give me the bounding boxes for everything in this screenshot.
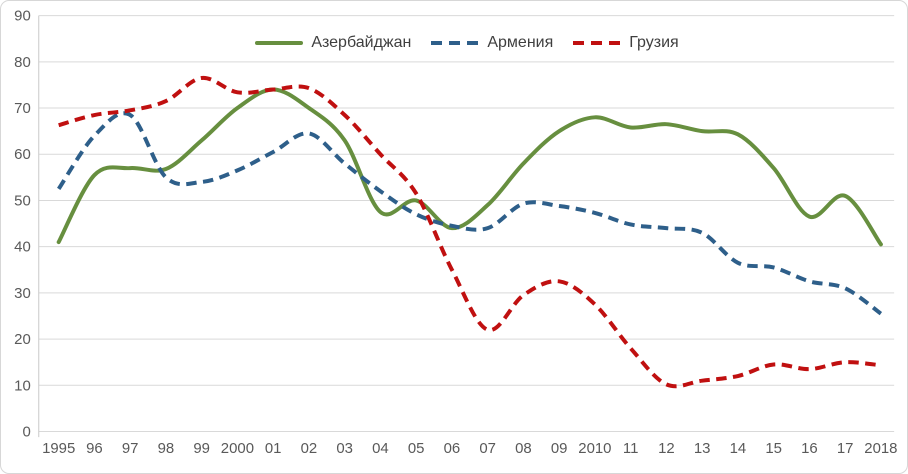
- y-axis-label: 10: [14, 377, 31, 394]
- y-axis-label: 60: [14, 146, 31, 163]
- x-axis-label: 04: [372, 440, 389, 457]
- x-axis-label: 15: [765, 440, 782, 457]
- x-axis-label: 96: [86, 440, 103, 457]
- y-axis-label: 80: [14, 54, 31, 71]
- series-line-georgia: [58, 75, 882, 389]
- x-axis-label: 09: [551, 440, 568, 457]
- y-axis-label: 20: [14, 331, 31, 348]
- series-line-azerbaijan: [56, 87, 883, 247]
- x-axis-label: 03: [336, 440, 353, 457]
- y-axis-label: 90: [14, 8, 31, 25]
- x-axis-label: 05: [408, 440, 425, 457]
- x-axis-label: 2010: [578, 440, 611, 457]
- x-axis-label: 98: [158, 440, 175, 457]
- x-axis-label: 02: [301, 440, 318, 457]
- x-axis-label: 08: [515, 440, 532, 457]
- x-axis-label: 01: [265, 440, 282, 457]
- y-axis-label: 30: [14, 285, 31, 302]
- y-axis-label: 70: [14, 100, 31, 117]
- x-axis-label: 2000: [221, 440, 254, 457]
- x-axis-label: 07: [479, 440, 496, 457]
- x-axis-label: 06: [444, 440, 461, 457]
- y-axis-label: 50: [14, 192, 31, 209]
- x-axis-label: 17: [837, 440, 854, 457]
- x-axis-label: 12: [658, 440, 675, 457]
- x-axis-label: 99: [193, 440, 210, 457]
- x-axis-label: 16: [801, 440, 818, 457]
- x-axis-label: 14: [730, 440, 747, 457]
- x-axis-label: 1995: [42, 440, 75, 457]
- y-axis-label: 0: [22, 423, 30, 440]
- x-axis-label: 2018: [864, 440, 897, 457]
- y-axis-label: 40: [14, 239, 31, 256]
- series-line-armenia: [57, 111, 883, 316]
- x-axis-label: 13: [694, 440, 711, 457]
- x-axis-label: 97: [122, 440, 139, 457]
- x-axis-label: 11: [623, 440, 639, 457]
